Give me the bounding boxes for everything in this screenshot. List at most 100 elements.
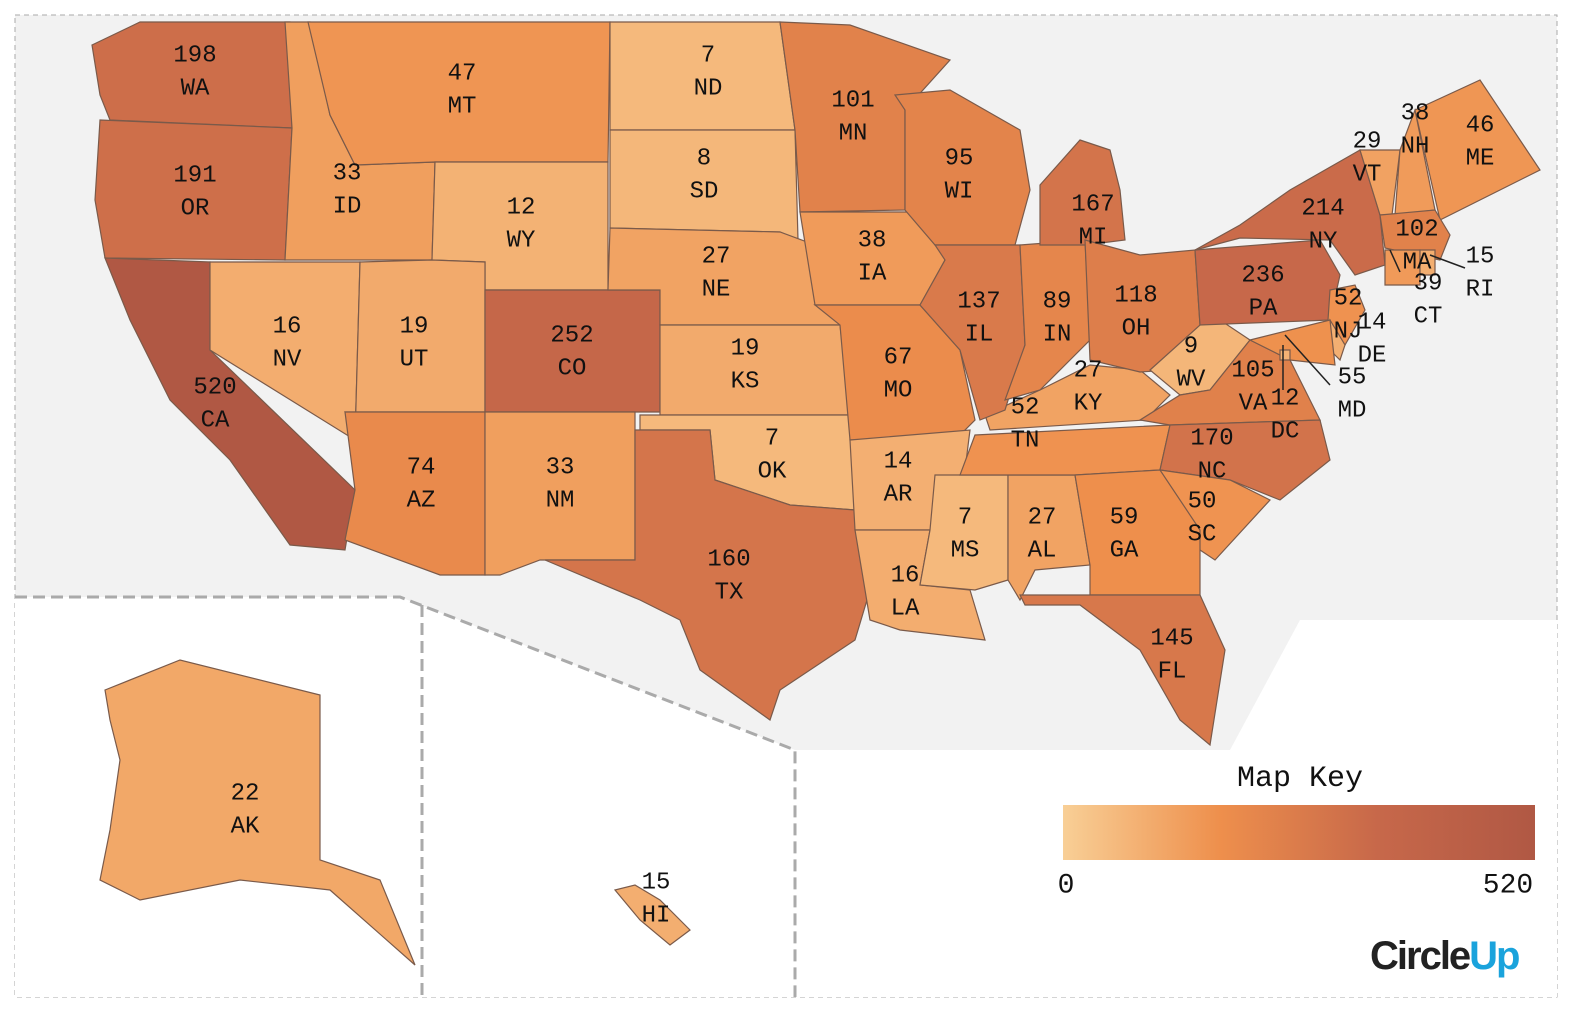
state-abbr: IN <box>1043 321 1072 348</box>
state-value: 19 <box>731 335 760 362</box>
state-abbr: MD <box>1338 397 1367 424</box>
state-abbr: KY <box>1074 390 1103 417</box>
state-value: 52 <box>1334 285 1363 312</box>
state-value: 39 <box>1414 270 1443 297</box>
state-abbr: NC <box>1198 458 1227 485</box>
state-abbr: ID <box>333 193 362 220</box>
state <box>1379 209 1451 261</box>
state-abbr: OH <box>1122 315 1151 342</box>
state-abbr: MI <box>1079 224 1108 251</box>
state-abbr: SC <box>1188 521 1217 548</box>
state-value: 7 <box>701 42 715 69</box>
state-value: 167 <box>1071 191 1114 218</box>
state-value: 520 <box>193 374 236 401</box>
state-value: 105 <box>1231 357 1274 384</box>
state-abbr: NJ <box>1334 318 1363 345</box>
state-value: 22 <box>231 780 260 807</box>
logo-part: Circle <box>1370 934 1470 978</box>
state-abbr: NH <box>1401 133 1430 160</box>
state-abbr: DC <box>1271 418 1300 445</box>
state-abbr: HI <box>642 902 671 929</box>
state-value: 102 <box>1395 216 1438 243</box>
state-abbr: MS <box>951 537 980 564</box>
state-abbr: SD <box>690 178 719 205</box>
state <box>544 429 871 721</box>
state-value: 252 <box>550 322 593 349</box>
state-abbr: FL <box>1158 658 1187 685</box>
state <box>1019 594 1226 747</box>
state <box>984 364 1171 431</box>
state-abbr: CT <box>1414 303 1443 330</box>
state <box>919 474 1009 591</box>
legend-max: 520 <box>1483 870 1533 901</box>
state-value: 8 <box>697 145 711 172</box>
state-abbr: GA <box>1110 537 1139 564</box>
state-value: 198 <box>173 42 216 69</box>
state <box>1194 149 1386 276</box>
state-value: 19 <box>400 313 429 340</box>
state-abbr: AZ <box>407 487 436 514</box>
state-abbr: TX <box>715 579 744 606</box>
state-value: 27 <box>1028 504 1057 531</box>
legend-min: 0 <box>1058 870 1075 901</box>
legend-bar <box>1063 805 1535 860</box>
state-abbr: NY <box>1309 228 1338 255</box>
state-abbr: AK <box>231 813 260 840</box>
state-value: 191 <box>173 162 216 189</box>
state-abbr: NM <box>546 487 575 514</box>
states <box>91 21 1541 966</box>
state-value: 47 <box>448 60 477 87</box>
state-abbr: NV <box>273 346 302 373</box>
state-value: 55 <box>1338 364 1367 391</box>
state-value: 101 <box>831 87 874 114</box>
state-value: 50 <box>1188 488 1217 515</box>
state-value: 95 <box>945 145 974 172</box>
state-abbr: WY <box>507 227 536 254</box>
leader-lines <box>1282 249 1466 390</box>
legend-title: Map Key <box>1237 762 1363 796</box>
state-abbr: KS <box>731 368 760 395</box>
state-abbr: MA <box>1403 249 1432 276</box>
state <box>484 289 661 413</box>
state-value: 12 <box>507 194 536 221</box>
state <box>94 119 293 261</box>
state-abbr: LA <box>891 595 920 622</box>
state <box>1039 139 1126 246</box>
state-abbr: AL <box>1028 537 1057 564</box>
state <box>613 884 691 946</box>
logo: CircleUp <box>1370 934 1519 978</box>
state-abbr: WA <box>181 75 210 102</box>
state-value: 27 <box>702 243 731 270</box>
state-value: 89 <box>1043 288 1072 315</box>
state-value: 46 <box>1466 112 1495 139</box>
state-value: 74 <box>407 454 436 481</box>
state-abbr: MN <box>839 120 868 147</box>
state <box>484 411 636 576</box>
state-value: 67 <box>884 344 913 371</box>
state-value: 9 <box>1184 333 1198 360</box>
state-value: 27 <box>1074 357 1103 384</box>
state <box>1414 79 1541 221</box>
state-value: 33 <box>546 454 575 481</box>
state-value: 137 <box>957 288 1000 315</box>
inset-border <box>15 595 797 997</box>
state-value: 59 <box>1110 504 1139 531</box>
state-value: 170 <box>1190 425 1233 452</box>
state-abbr: WI <box>945 178 974 205</box>
state-value: 7 <box>765 425 779 452</box>
state <box>1279 349 1291 361</box>
state-abbr: UT <box>400 346 429 373</box>
state-value: 7 <box>958 504 972 531</box>
state-abbr: DE <box>1358 342 1387 369</box>
state-abbr: WV <box>1177 366 1206 393</box>
state-abbr: TN <box>1011 427 1040 454</box>
state-value: 118 <box>1114 282 1157 309</box>
state-abbr: IA <box>858 260 887 287</box>
state-value: 15 <box>642 869 671 896</box>
labels: 198WA191OR520CA16NV33ID47MT12WY19UT252CO… <box>173 42 1494 929</box>
state-value: 52 <box>1011 394 1040 421</box>
state-abbr: CA <box>201 407 230 434</box>
state-abbr: MO <box>884 377 913 404</box>
state-value: 15 <box>1466 243 1495 270</box>
